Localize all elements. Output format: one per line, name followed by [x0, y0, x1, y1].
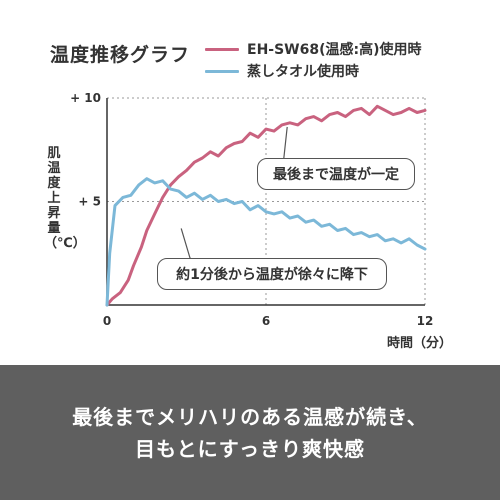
legend-swatch-eh-sw68 — [205, 47, 239, 51]
chart-title: 温度推移グラフ — [50, 44, 191, 66]
chart-plot: + 5 + 10 0 6 12 — [70, 91, 433, 328]
grid-layer — [107, 97, 426, 305]
series-layer — [105, 104, 427, 307]
legend-swatch-steamed-towel — [205, 69, 239, 73]
series-line-steamed-towel — [105, 177, 427, 307]
x-tick-label-0: 0 — [103, 314, 111, 328]
annotation-constant-temp: 最後まで温度が一定 — [257, 158, 415, 190]
footer-banner: 最後までメリハリのある温感が続き、 目もとにすっきり爽快感 — [0, 365, 500, 500]
annotation-pointer-drop — [180, 228, 196, 263]
legend-label-eh-sw68: EH-SW68(温感:高)使用時 — [247, 42, 422, 58]
legend-item-steamed-towel: 蒸しタオル使用時 — [205, 60, 422, 82]
x-tick-label-6: 6 — [262, 314, 270, 328]
x-tick-label-12: 12 — [417, 314, 434, 328]
legend-label-steamed-towel: 蒸しタオル使用時 — [247, 64, 359, 80]
x-axis-label: 時間（分） — [387, 336, 453, 351]
footer-line-1: 最後までメリハリのある温感が続き、 — [72, 404, 428, 429]
annotation-gradual-drop: 約1分後から温度が徐々に降下 — [157, 258, 387, 290]
legend: EH-SW68(温感:高)使用時 蒸しタオル使用時 — [205, 38, 422, 82]
legend-item-eh-sw68: EH-SW68(温感:高)使用時 — [205, 38, 422, 60]
footer-line-2: 目もとにすっきり爽快感 — [135, 436, 365, 461]
series-line-eh-sw68 — [105, 104, 427, 307]
y-tick-label-10: + 10 — [70, 91, 101, 105]
axis-layer: + 5 + 10 0 6 12 — [70, 91, 433, 328]
y-tick-label-5: + 5 — [78, 195, 101, 209]
